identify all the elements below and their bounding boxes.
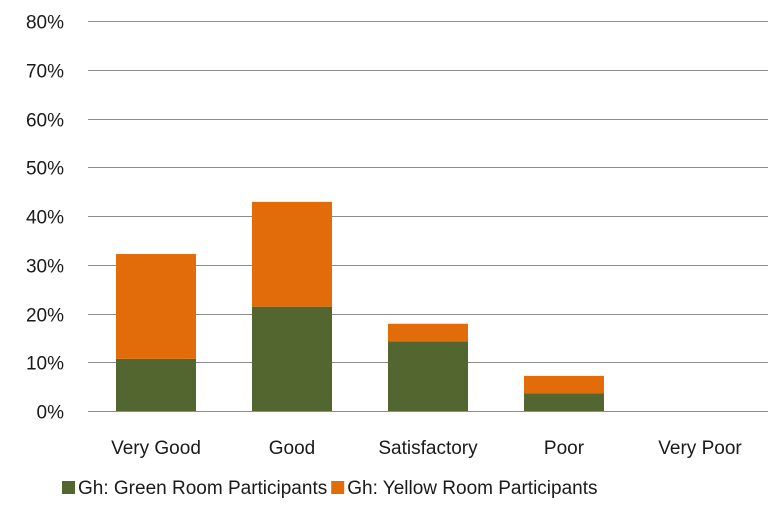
y-tick-label: 80% bbox=[26, 13, 64, 34]
legend-swatch-1 bbox=[331, 481, 345, 494]
bar-green-1 bbox=[252, 306, 332, 411]
legend-swatch-0 bbox=[62, 481, 75, 494]
legend: Gh: Green Room Participants Gh: Yellow Ro… bbox=[62, 478, 598, 499]
x-category-label: Very Good bbox=[111, 438, 201, 459]
bar-yellow-0 bbox=[116, 254, 196, 359]
legend-label-1: Gh: Yellow Room Participants bbox=[347, 478, 597, 499]
y-tick-label: 70% bbox=[26, 62, 64, 83]
y-tick-label: 20% bbox=[26, 306, 64, 327]
gridlines bbox=[88, 21, 768, 412]
y-axis-tick-labels: 0% 10% 20% 30% 40% 50% 60% 70% 80% bbox=[26, 13, 64, 424]
bar-green-3 bbox=[524, 393, 604, 411]
bar-yellow-1 bbox=[252, 201, 332, 307]
bar-yellow-3 bbox=[524, 375, 604, 394]
y-tick-label: 30% bbox=[26, 257, 64, 278]
bar-yellow-2 bbox=[388, 323, 468, 342]
y-tick-label: 50% bbox=[26, 159, 64, 180]
x-category-label: Satisfactory bbox=[378, 438, 478, 459]
bar-green-2 bbox=[388, 341, 468, 411]
x-category-label: Poor bbox=[544, 438, 585, 459]
bar-green-0 bbox=[116, 358, 196, 411]
x-axis-category-labels: Very Good Good Satisfactory Poor Very Poor bbox=[111, 438, 742, 459]
legend-label-0: Gh: Green Room Participants bbox=[78, 478, 327, 499]
bars bbox=[116, 201, 604, 411]
x-category-label: Very Poor bbox=[658, 438, 742, 459]
y-tick-label: 40% bbox=[26, 208, 64, 229]
y-tick-label: 10% bbox=[26, 354, 64, 375]
x-category-label: Good bbox=[269, 438, 315, 459]
y-tick-label: 60% bbox=[26, 111, 64, 132]
y-tick-label: 0% bbox=[37, 403, 65, 424]
